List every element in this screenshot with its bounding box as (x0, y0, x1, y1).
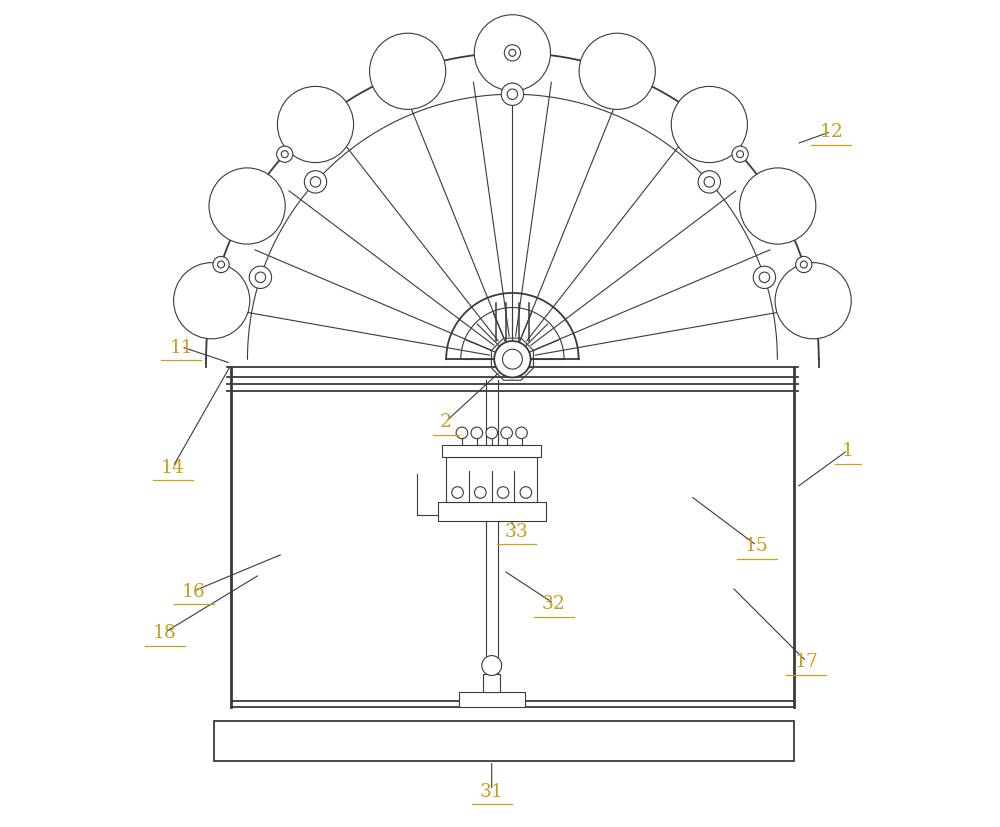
Circle shape (775, 263, 851, 339)
Circle shape (671, 88, 747, 164)
Text: 31: 31 (480, 782, 504, 800)
Circle shape (310, 178, 321, 188)
Text: 32: 32 (542, 595, 566, 613)
Bar (438, 503, 546, 521)
Circle shape (502, 350, 522, 370)
Circle shape (796, 257, 812, 273)
Text: 17: 17 (794, 653, 818, 671)
Circle shape (501, 428, 512, 439)
Circle shape (507, 90, 518, 100)
Circle shape (482, 656, 502, 676)
Bar (459, 692, 525, 707)
Circle shape (174, 263, 250, 339)
Circle shape (370, 34, 446, 110)
Circle shape (277, 147, 293, 163)
Circle shape (501, 84, 524, 107)
Circle shape (520, 487, 532, 499)
Circle shape (304, 171, 327, 194)
Circle shape (732, 147, 748, 163)
Text: 11: 11 (169, 338, 193, 356)
Circle shape (497, 487, 509, 499)
Circle shape (753, 267, 776, 289)
Text: 33: 33 (505, 522, 528, 540)
Bar (214, 721, 794, 761)
Text: 2: 2 (440, 413, 452, 431)
Text: 15: 15 (745, 537, 769, 555)
Bar (446, 457, 537, 503)
Circle shape (740, 169, 816, 245)
Circle shape (213, 257, 229, 273)
Circle shape (452, 487, 463, 499)
Circle shape (249, 267, 272, 289)
Text: 12: 12 (819, 123, 843, 141)
Circle shape (218, 261, 225, 269)
Circle shape (474, 16, 551, 92)
Circle shape (579, 34, 655, 110)
Circle shape (509, 50, 516, 57)
Circle shape (516, 428, 527, 439)
Circle shape (456, 428, 468, 439)
Circle shape (800, 261, 807, 269)
Circle shape (698, 171, 721, 194)
Circle shape (737, 151, 744, 159)
Circle shape (209, 169, 285, 245)
Circle shape (277, 88, 354, 164)
Circle shape (255, 273, 266, 283)
Circle shape (704, 178, 715, 188)
Text: 14: 14 (161, 458, 185, 476)
Circle shape (475, 487, 486, 499)
Circle shape (471, 428, 483, 439)
Circle shape (486, 428, 498, 439)
Bar (483, 674, 500, 692)
Text: 16: 16 (182, 582, 206, 600)
Circle shape (494, 342, 531, 378)
Text: 1: 1 (842, 442, 854, 460)
Text: 18: 18 (153, 624, 177, 642)
Circle shape (759, 273, 770, 283)
Circle shape (281, 151, 288, 159)
Circle shape (504, 45, 521, 62)
Bar (442, 446, 541, 457)
